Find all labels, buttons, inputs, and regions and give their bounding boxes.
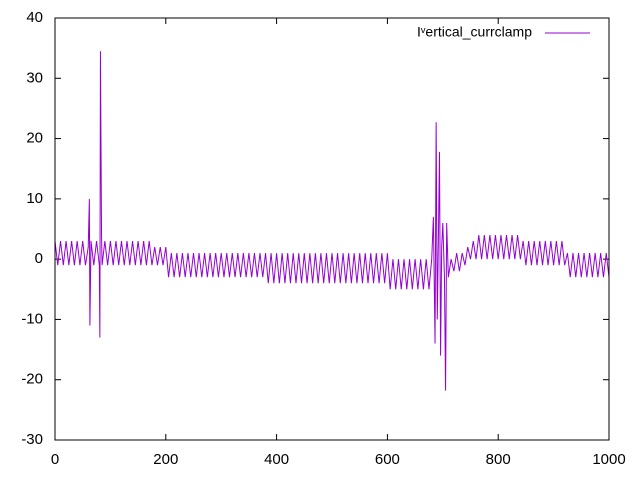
y-tick-label: 40 [26,9,43,26]
y-tick-label: 10 [26,190,43,207]
y-tick-label: -30 [21,431,43,448]
x-tick-label: 600 [375,451,400,468]
legend-label: Iᵛertical_currclamp [417,24,532,40]
plot-border [54,17,610,441]
x-tick-label: 0 [51,451,59,468]
y-tick-label: -10 [21,310,43,327]
x-tick-label: 1000 [592,451,625,468]
x-tick-label: 800 [486,451,511,468]
data-line [54,51,610,391]
y-tick-label: 0 [35,250,43,267]
y-tick-label: -20 [21,371,43,388]
y-tick-label: 20 [26,130,43,147]
x-tick-label: 200 [153,451,178,468]
y-tick-label: 30 [26,69,43,86]
x-tick-label: 400 [264,451,289,468]
